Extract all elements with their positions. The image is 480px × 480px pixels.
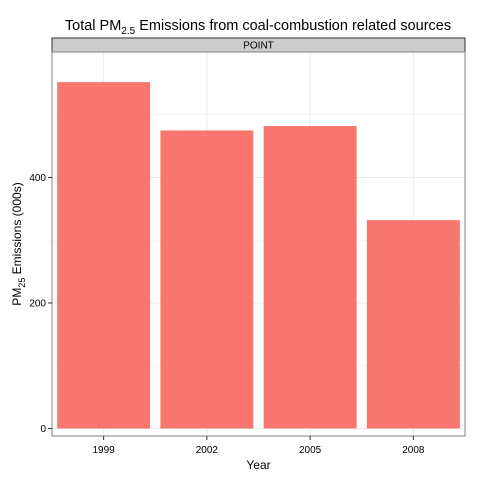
- chart-title-rest: Emissions from coal-combustion related s…: [135, 18, 451, 34]
- chart-title-subscript: 2.5: [121, 26, 135, 37]
- y-tick-label: 0: [40, 424, 46, 435]
- bar-1999: [57, 82, 151, 429]
- bar-2002: [160, 130, 254, 429]
- x-tick-label: 2005: [299, 445, 322, 456]
- chart-title-main: Total PM: [65, 18, 121, 34]
- x-tick-label: 2008: [402, 445, 425, 456]
- y-axis-title-rest: Emissions (000s): [10, 182, 24, 277]
- plot-panel-border: [51, 51, 466, 437]
- y-tick-label: 400: [29, 173, 46, 184]
- y-axis-title-main: PM: [10, 288, 24, 306]
- x-axis: 1999 2002 2005 2008: [93, 436, 425, 456]
- y-axis: 0 200 400: [29, 173, 52, 435]
- x-tick-label: 1999: [93, 445, 116, 456]
- facet-strip-label: POINT: [243, 41, 274, 52]
- x-tick-label: 2002: [196, 445, 219, 456]
- y-axis-title: PM25 Emissions (000s): [10, 182, 27, 305]
- bar-2008: [366, 220, 460, 429]
- y-axis-title-subscript: 25: [17, 278, 27, 288]
- bar-2005: [263, 126, 357, 429]
- bars: [57, 82, 460, 429]
- chart-title: Total PM2.5 Emissions from coal-combusti…: [65, 18, 451, 37]
- y-tick-label: 200: [29, 298, 46, 309]
- x-axis-title: Year: [246, 458, 270, 472]
